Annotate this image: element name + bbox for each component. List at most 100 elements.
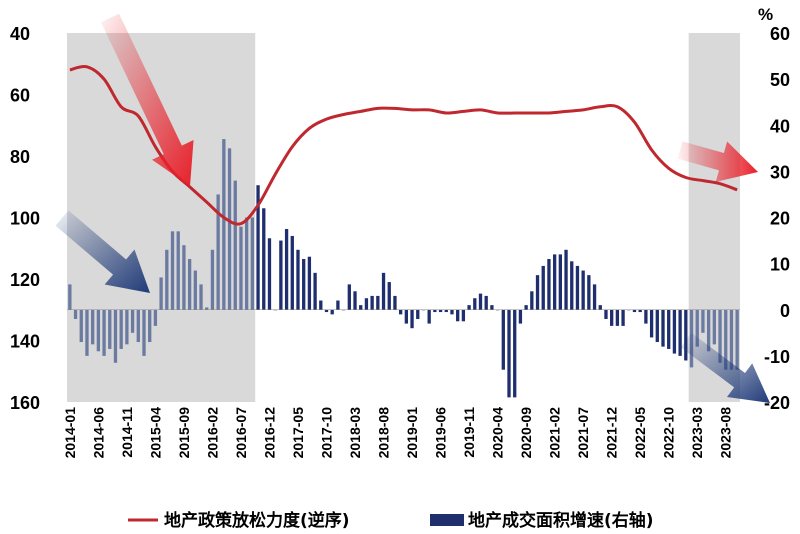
bar-2017-06 [302, 259, 306, 310]
left-tick-label: 40 [10, 24, 30, 44]
bar-2022-10 [667, 309, 671, 349]
bar-2014-08 [108, 309, 112, 349]
bar-2023-04 [701, 309, 705, 333]
bar-2016-03 [216, 194, 220, 310]
bar-2023-07 [718, 309, 722, 363]
bar-2017-03 [284, 229, 289, 310]
bar-2023-01 [684, 309, 688, 361]
bar-2021-03 [558, 254, 562, 310]
bar-2017-02 [279, 240, 283, 310]
right-tick-label: 0 [780, 301, 790, 321]
bar-2020-03 [490, 305, 494, 310]
bar-2018-12 [404, 309, 409, 324]
bar-2019-06 [438, 309, 443, 313]
bar-2020-09 [524, 305, 528, 310]
bar-2021-06 [575, 265, 580, 310]
bar-2019-08 [450, 309, 454, 315]
x-tick-label: 2014-01 [62, 407, 78, 459]
bar-2023-03 [695, 309, 699, 347]
bar-2020-07 [513, 309, 517, 398]
bar-2015-05 [159, 277, 163, 310]
right-axis-ticks: 60 50 40 30 20 10 0 -10 -20 [764, 24, 790, 413]
bar-2020-02 [484, 295, 488, 310]
bar-2016-02 [210, 249, 215, 310]
bar-2022-12 [678, 309, 682, 356]
x-tick-label: 2014-06 [90, 407, 106, 459]
bar-2015-03 [148, 309, 152, 343]
x-tick-label: 2019-06 [433, 407, 449, 459]
bar-2016-06 [233, 180, 237, 310]
left-tick-label: 140 [10, 332, 40, 352]
legend-label-sales-area: 地产成交面积增速(右轴) [468, 510, 654, 531]
legend: 地产政策放松力度(逆序) 地产成交面积增速(右轴) [128, 510, 654, 531]
shaded-region-1 [67, 33, 256, 402]
bar-2019-01 [410, 309, 414, 329]
x-tick-label: 2016-02 [204, 407, 220, 459]
right-axis-unit: % [758, 5, 773, 24]
bar-2017-12 [336, 300, 340, 310]
bar-2014-07 [102, 309, 106, 356]
red-arrow-right-icon [677, 141, 758, 182]
bar-2017-10 [324, 309, 329, 313]
bar-2018-07 [376, 295, 380, 310]
bar-2023-10 [735, 309, 739, 370]
bar-2016-05 [227, 148, 232, 310]
bar-2015-04 [153, 309, 158, 326]
right-tick-label: 40 [770, 116, 790, 136]
bar-2021-01 [547, 259, 551, 310]
bar-2021-10 [598, 305, 602, 310]
x-tick-label: 2014-11 [119, 407, 135, 458]
bar-2015-08 [176, 231, 180, 310]
right-tick-label: 10 [770, 255, 790, 275]
x-tick-label: 2018-03 [347, 407, 363, 459]
bar-2015-07 [170, 231, 175, 310]
bar-2017-08 [313, 272, 317, 310]
bar-2015-01 [136, 309, 140, 343]
right-tick-label: 60 [770, 24, 790, 44]
bar-2021-09 [592, 284, 597, 310]
bar-2023-05 [706, 309, 711, 352]
bar-2016-10 [256, 185, 260, 310]
bar-2022-01 [615, 309, 620, 326]
bar-2020-08 [518, 309, 523, 324]
bar-2015-02 [142, 309, 146, 356]
bar-2014-10 [119, 309, 123, 349]
trend-arrows [55, 13, 770, 403]
bar-2021-07 [581, 270, 585, 310]
blue-arrow-down-right-icon [680, 332, 770, 403]
bar-2018-09 [387, 282, 391, 310]
bar-2016-07 [239, 226, 243, 310]
bar-2014-05 [91, 309, 95, 345]
left-tick-label: 120 [10, 270, 40, 290]
x-tick-label: 2021-12 [604, 407, 620, 459]
bar-2018-06 [370, 295, 374, 310]
bar-2023-08 [724, 309, 728, 370]
bar-2017-07 [307, 256, 312, 310]
shaded-regions [67, 33, 740, 402]
left-tick-label: 60 [10, 86, 30, 106]
x-tick-label: 2017-10 [319, 407, 335, 459]
bar-2016-09 [250, 217, 255, 310]
red-arrow-down-icon [100, 13, 194, 186]
x-tick-label: 2023-03 [689, 407, 705, 459]
bar-2021-08 [587, 275, 591, 310]
bar-2023-09 [729, 309, 734, 370]
bar-2022-06 [644, 309, 648, 324]
bar-2019-12 [473, 298, 477, 310]
x-tick-label: 2020-04 [490, 407, 506, 459]
x-tick-label: 2022-05 [632, 407, 648, 459]
x-tick-label: 2021-02 [547, 407, 563, 459]
bar-2022-11 [672, 309, 677, 354]
x-tick-label: 2017-05 [290, 407, 306, 459]
bar-series [68, 139, 739, 398]
bar-2015-09 [182, 245, 186, 310]
bar-2016-11 [262, 208, 266, 310]
x-tick-label: 2019-11 [461, 407, 477, 458]
bar-2014-06 [96, 309, 101, 352]
bar-2019-02 [416, 309, 420, 319]
right-tick-label: 30 [770, 162, 790, 182]
bar-2014-09 [113, 309, 118, 363]
left-tick-label: 80 [10, 147, 30, 167]
bar-2018-02 [347, 284, 351, 310]
